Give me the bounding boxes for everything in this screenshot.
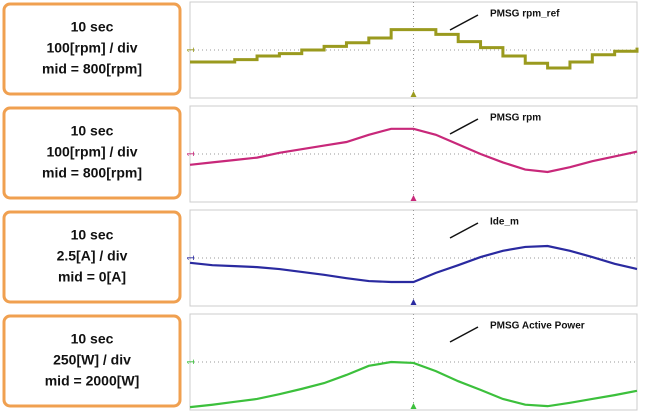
annotation: Ide_m [490, 217, 519, 228]
annotation: PMSG Active Power [490, 321, 585, 332]
channel-marker: 1 [186, 255, 197, 261]
channel-marker: 1 [186, 47, 197, 53]
label-line: 2.5[A] / div [57, 248, 128, 264]
annotation: PMSG rpm_ref [490, 9, 560, 20]
label-line: 250[W] / div [53, 352, 131, 368]
label-line: mid = 800[rpm] [42, 165, 142, 181]
label-line: mid = 2000[W] [45, 373, 140, 389]
label-line: mid = 800[rpm] [42, 61, 142, 77]
label-line: 10 sec [71, 123, 114, 139]
label-line: 10 sec [71, 227, 114, 243]
channel-marker: 1 [186, 151, 197, 157]
label-line: 100[rpm] / div [46, 144, 137, 160]
annotation: PMSG rpm [490, 113, 541, 124]
channel-marker: 1 [186, 359, 197, 365]
label-line: mid = 0[A] [58, 269, 126, 285]
label-line: 10 sec [71, 19, 114, 35]
figure: 10 sec 100[rpm] / div mid = 800[rpm] 1 PMSG … [0, 0, 647, 412]
label-line: 100[rpm] / div [46, 40, 137, 56]
label-line: 10 sec [71, 331, 114, 347]
